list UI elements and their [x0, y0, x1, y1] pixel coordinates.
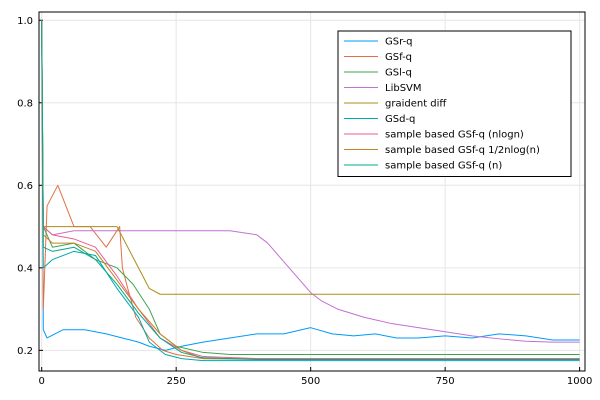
series-line-5 [41, 20, 580, 295]
legend-label: sample based GSf-q 1/2nlog(n) [385, 145, 540, 156]
series-layer [41, 20, 580, 362]
x-tick-label: 0 [39, 376, 45, 387]
legend-label: sample based GSf-q (n) [385, 161, 502, 172]
x-tick-label: 750 [436, 376, 455, 387]
legend-label: GSr-q [385, 37, 413, 48]
y-tick-label: 0.8 [17, 98, 33, 109]
legend-label: GSf-q [385, 52, 412, 63]
series-line-9 [41, 20, 580, 360]
y-tick-label: 0.4 [17, 263, 33, 274]
x-tick-label: 500 [301, 376, 320, 387]
legend: GSr-q GSf-q GSl-q LibSVM graident diff GSd-q s… [337, 30, 572, 177]
y-tick-label: 0.2 [17, 346, 33, 357]
x-tick-label: 250 [167, 376, 186, 387]
legend-label: GSl-q [385, 68, 412, 79]
series-line-4 [41, 20, 580, 343]
y-tick-label: 0.6 [17, 181, 33, 192]
legend-box [337, 30, 572, 177]
legend-label: graident diff [385, 99, 447, 110]
legend-label: sample based GSf-q (nlogn) [385, 130, 524, 141]
legend-label: LibSVM [385, 83, 422, 94]
legend-label: GSd-q [385, 114, 415, 125]
plot-frame [38, 11, 586, 372]
series-line-1 [41, 20, 580, 351]
series-line-6 [41, 20, 580, 362]
x-tick-label: 1000 [567, 376, 592, 387]
y-tick-label: 1.0 [17, 16, 33, 27]
